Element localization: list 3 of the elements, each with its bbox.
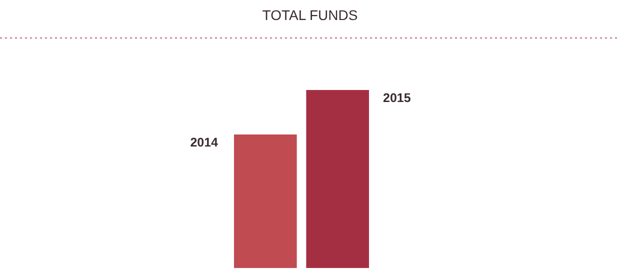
series-label: 2014	[190, 136, 218, 150]
series-label: 2015	[383, 91, 411, 105]
chart-title: TOTAL FUNDS	[262, 7, 358, 23]
